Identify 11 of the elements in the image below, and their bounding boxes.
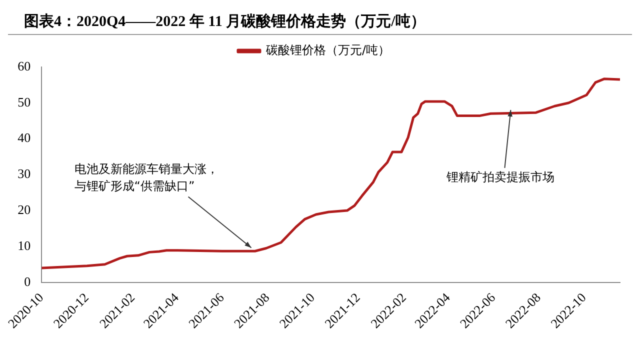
chart-title: 图表4：2020Q4——2022 年 11 月碳酸锂价格走势（万元/吨） <box>8 8 632 35</box>
y-tick-label: 0 <box>24 274 31 289</box>
y-tick-label: 60 <box>18 58 31 74</box>
y-tick-label: 20 <box>18 202 31 217</box>
annotation: 锂精矿拍卖提振市场 <box>446 170 555 184</box>
legend-label: 碳酸锂价格（万元/吨） <box>264 43 390 58</box>
y-tick-label: 40 <box>18 130 31 146</box>
y-tick-label: 50 <box>18 94 31 110</box>
annotation: 电池及新能源车销量大涨，与锂矿形成“供需缺口” <box>74 162 218 193</box>
y-tick-label: 30 <box>18 166 31 182</box>
y-tick-label: 10 <box>18 238 31 253</box>
